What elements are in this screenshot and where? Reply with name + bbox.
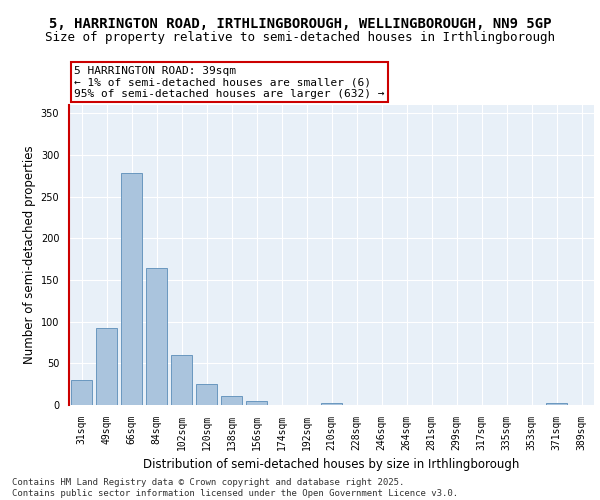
Bar <box>171 355 192 405</box>
Bar <box>196 384 217 405</box>
Bar <box>321 402 342 405</box>
Text: Size of property relative to semi-detached houses in Irthlingborough: Size of property relative to semi-detach… <box>45 31 555 44</box>
Text: 5, HARRINGTON ROAD, IRTHLINGBOROUGH, WELLINGBOROUGH, NN9 5GP: 5, HARRINGTON ROAD, IRTHLINGBOROUGH, WEL… <box>49 18 551 32</box>
Bar <box>121 174 142 405</box>
Text: Contains HM Land Registry data © Crown copyright and database right 2025.
Contai: Contains HM Land Registry data © Crown c… <box>12 478 458 498</box>
X-axis label: Distribution of semi-detached houses by size in Irthlingborough: Distribution of semi-detached houses by … <box>143 458 520 471</box>
Text: 5 HARRINGTON ROAD: 39sqm
← 1% of semi-detached houses are smaller (6)
95% of sem: 5 HARRINGTON ROAD: 39sqm ← 1% of semi-de… <box>74 66 385 99</box>
Y-axis label: Number of semi-detached properties: Number of semi-detached properties <box>23 146 37 364</box>
Bar <box>546 404 567 405</box>
Bar <box>146 268 167 405</box>
Bar <box>221 396 242 405</box>
Bar <box>96 328 117 405</box>
Bar <box>246 401 267 405</box>
Bar <box>71 380 92 405</box>
